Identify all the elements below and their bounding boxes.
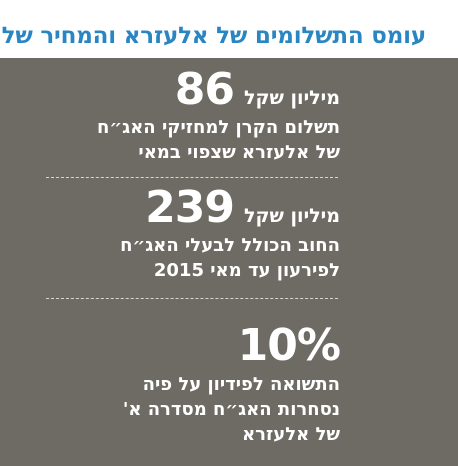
- stat-description-line: של אלעזרא שצפוי במאי: [138, 142, 340, 163]
- stat-block-payment: מיליון שקל 86 תשלום הקרן למחזיקי האג״ח ש…: [20, 68, 340, 165]
- infographic-header: עומס התשלומים של אלעזרא והמחיר שלו: [0, 0, 458, 58]
- stat-unit: מיליון שקל: [244, 87, 340, 109]
- stat-headline: 10%: [20, 320, 341, 371]
- stat-description-line: התשואה לפידיון על פיה: [142, 374, 340, 395]
- stat-unit: מיליון שקל: [244, 205, 340, 227]
- infographic-title: עומס התשלומים של אלעזרא והמחיר שלו: [0, 23, 426, 49]
- stat-headline: מיליון שקל 86: [20, 68, 340, 112]
- stat-value: 10%: [237, 320, 341, 371]
- stats-panel: מיליון שקל 86 תשלום הקרן למחזיקי האג״ח ש…: [0, 58, 458, 466]
- stat-description-line: של אלעזרא: [242, 424, 340, 445]
- stat-description-line: תשלום הקרן למחזיקי האג״ח: [97, 117, 340, 138]
- dashed-divider: [46, 177, 338, 178]
- stat-value: 239: [145, 182, 235, 233]
- stat-description-line: לפירעון עד מאי 2015: [153, 260, 340, 281]
- stat-description-line: נסחרות האג״ח מסדרה א': [122, 399, 340, 420]
- stat-value: 86: [174, 64, 235, 115]
- stat-block-yield: 10% התשואה לפידיון על פיה נסחרות האג״ח מ…: [20, 320, 341, 447]
- stat-headline: מיליון שקל 239: [20, 186, 340, 230]
- dashed-divider: [46, 298, 338, 299]
- stat-block-total-debt: מיליון שקל 239 החוב הכולל לבעלי האג״ח לפ…: [20, 186, 340, 283]
- stat-description-line: החוב הכולל לבעלי האג״ח: [120, 235, 340, 256]
